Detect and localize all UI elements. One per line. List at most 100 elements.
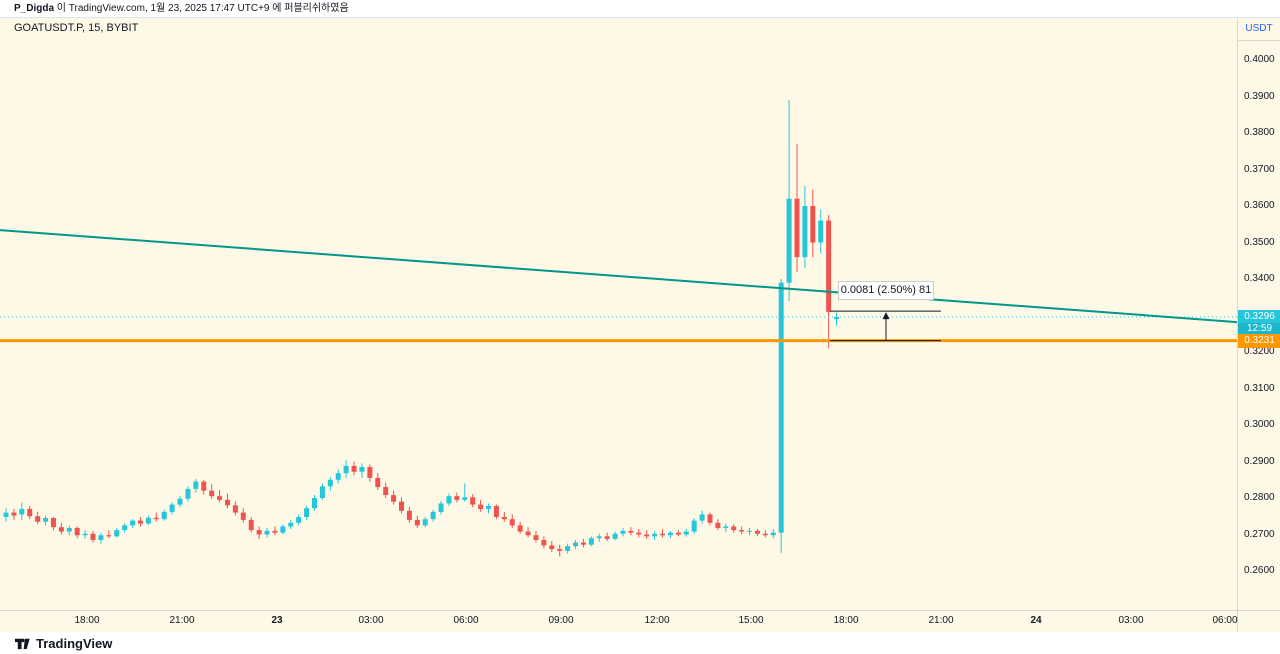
candle-body [715,522,721,528]
candle-body [810,206,816,243]
candle-body [731,526,737,531]
candle-body [604,536,610,539]
candle-body [406,510,412,520]
time-tick: 21:00 [928,615,954,626]
price-axis[interactable]: USDT 0.4000 0.3900 0.3800 0.3700 0.3600 0.350… [1237,18,1280,610]
symbol-title: GOATUSDT.P, 15, BYBIT [14,22,139,34]
candle-body [517,525,523,532]
time-tick: 03:00 [358,615,384,626]
candle-body [414,519,420,526]
candle-body [794,198,800,258]
candle-body [3,512,9,517]
candle-body [699,514,705,521]
tradingview-logo-icon[interactable] [14,635,31,652]
candle-body [438,503,444,512]
candle-body [612,533,618,539]
candle-body [375,477,381,488]
candle-body [98,535,104,540]
candle-body [161,511,167,520]
tradingview-brand[interactable]: TradingView [36,635,113,651]
candle-body [193,481,199,489]
time-tick: 24 [1030,615,1042,626]
candle-body [636,532,642,535]
bar-countdown: 12:59 [1238,322,1280,335]
candle-body [327,479,333,487]
candles [3,100,840,557]
candle-body [557,549,563,551]
candle-body [177,498,183,505]
candle-body [675,532,681,535]
publish-bar: P_Digda 이 TradingView.com, 1월 23, 2025 1… [0,0,1280,18]
publish-timestamp: , 1월 23, 2025 17:47 UTC+9 에 퍼블리쉬하였음 [144,3,349,14]
candle-body [525,531,531,536]
publish-site-link[interactable]: TradingView.com [68,3,145,14]
candle-body [588,538,594,545]
candle-body [383,487,389,496]
horizontal-line-price-label: 0.3231 [1238,333,1280,348]
trendline-drawing[interactable] [0,229,1237,324]
price-tick: 0.2700 [1244,528,1275,540]
price-tick: 0.3900 [1244,90,1275,102]
candle-body [335,473,341,480]
time-tick: 18:00 [74,615,100,626]
candle-body [351,465,357,472]
candle-body [501,516,507,520]
candle-body [153,517,159,520]
chart-pane[interactable]: GOATUSDT.P, 15, BYBIT 0.0081 (2.50%) 81 [0,18,1237,610]
candle-body [58,527,64,532]
candle-body [683,531,689,535]
chart-region: GOATUSDT.P, 15, BYBIT 0.0081 (2.50%) 81 … [0,18,1280,632]
publish-connector: 이 [54,3,69,14]
candle-body [82,533,88,536]
candle-body [786,198,792,283]
candlestick-chart[interactable] [0,18,1237,610]
candle-body [644,534,650,537]
time-axis[interactable]: 18:00 21:00 23 03:00 06:00 09:00 12:00 15:00 18:… [0,610,1280,632]
candle-body [50,518,56,528]
candle-body [446,496,452,504]
price-axis-currency-button[interactable]: USDT [1238,18,1280,41]
candle-body [367,466,373,478]
price-tick: 0.4000 [1244,54,1275,65]
time-tick: 09:00 [548,615,574,626]
current-price-value: 0.3296 [1238,309,1280,323]
candle-body [470,497,476,505]
candle-body [169,504,175,512]
candle-body [667,532,673,536]
candle-body [264,530,270,535]
time-tick: 23 [271,615,283,626]
candle-body [288,522,294,527]
candle-body [240,512,246,520]
candle-body [478,504,484,509]
candle-body [422,519,428,526]
measure-label[interactable]: 0.0081 (2.50%) 81 [838,281,934,301]
publish-author-link[interactable]: P_Digda [14,3,55,14]
time-tick: 15:00 [738,615,764,626]
time-tick: 06:00 [1212,615,1238,626]
candle-body [739,530,745,532]
candle-body [462,497,468,500]
candle-body [723,526,729,528]
candle-body [224,499,230,506]
candle-body [778,282,784,533]
candle-body [652,533,658,537]
candle-body [232,505,238,513]
candle-body [145,517,151,524]
candle-body [359,466,365,472]
candle-body [185,488,191,499]
price-range-measure-drawing[interactable] [830,310,941,342]
candle-body [201,481,207,491]
current-price-label: 0.3296 12:59 [1238,309,1280,335]
time-tick: 21:00 [169,615,195,626]
candle-body [620,530,626,534]
candle-body [319,486,325,498]
candle-body [43,518,49,522]
candle-body [399,501,404,511]
candle-body [691,520,697,532]
candle-body [122,525,128,531]
candle-body [272,530,278,533]
candle-body [343,465,349,474]
candle-body [296,516,302,523]
candle-body [248,519,254,531]
